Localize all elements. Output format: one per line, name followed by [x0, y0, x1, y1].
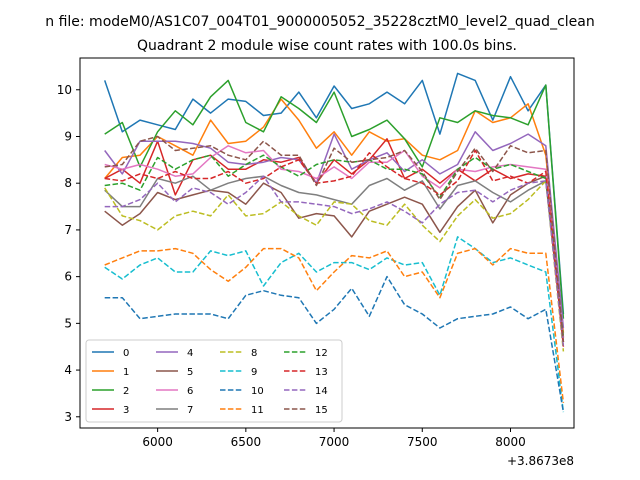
- chart-title: Quadrant 2 module wise count rates with …: [137, 38, 517, 54]
- legend-label-4: 4: [187, 348, 193, 359]
- legend-label-0: 0: [123, 348, 129, 359]
- series-line-10: [104, 275, 565, 413]
- series-line-13: [104, 149, 565, 347]
- legend-label-3: 3: [123, 405, 129, 416]
- legend-label-10: 10: [251, 386, 264, 397]
- legend-label-7: 7: [187, 405, 193, 416]
- series-line-0: [103, 72, 565, 315]
- series-line-11: [104, 247, 565, 403]
- x-tick-label: 6000: [142, 435, 173, 449]
- y-tick-label: 8: [64, 176, 72, 190]
- series-line-9: [104, 236, 565, 413]
- y-tick-label: 10: [57, 83, 72, 97]
- series-line-1: [104, 98, 565, 333]
- y-tick-label: 6: [64, 270, 72, 284]
- y-tick-label: 9: [64, 129, 72, 143]
- x-tick-label: 6500: [231, 435, 262, 449]
- legend-label-5: 5: [187, 367, 193, 378]
- figure-suptitle: n file: modeM0/AS1C07_004T01_9000005052_…: [45, 14, 594, 30]
- legend-label-8: 8: [251, 348, 257, 359]
- legend-label-9: 9: [251, 367, 257, 378]
- series-line-14: [104, 175, 565, 347]
- series-line-3: [104, 138, 565, 343]
- x-axis: 6000 6500 7000 7500 8000: [142, 428, 526, 449]
- legend-frame: [85, 339, 343, 423]
- y-axis: 3 4 5 6 7 8 9 10: [57, 83, 80, 424]
- y-tick-label: 5: [64, 316, 72, 330]
- series-line-7: [104, 175, 565, 343]
- legend-label-6: 6: [187, 386, 193, 397]
- legend-label-14: 14: [315, 386, 328, 397]
- y-tick-label: 4: [64, 363, 72, 377]
- legend-label-13: 13: [315, 367, 328, 378]
- x-tick-label: 7000: [319, 435, 350, 449]
- legend-label-15: 15: [315, 405, 328, 416]
- y-tick-label: 3: [64, 410, 72, 424]
- series-line-15: [104, 135, 565, 343]
- plot-frame: [79, 57, 575, 429]
- legend-label-1: 1: [123, 367, 129, 378]
- legend-label-2: 2: [123, 386, 129, 397]
- series-line-2: [104, 79, 565, 319]
- series-line-8: [104, 180, 565, 352]
- x-tick-label: 7500: [407, 435, 438, 449]
- series-layer: [103, 72, 565, 413]
- series-line-4: [104, 131, 565, 329]
- series-line-12: [104, 154, 565, 338]
- x-tick-label: 8000: [495, 435, 526, 449]
- series-line-6: [104, 145, 565, 338]
- x-axis-offset-label: +3.8673e8: [507, 454, 574, 468]
- legend-label-12: 12: [315, 348, 328, 359]
- y-tick-label: 7: [64, 223, 72, 237]
- legend-label-11: 11: [251, 405, 264, 416]
